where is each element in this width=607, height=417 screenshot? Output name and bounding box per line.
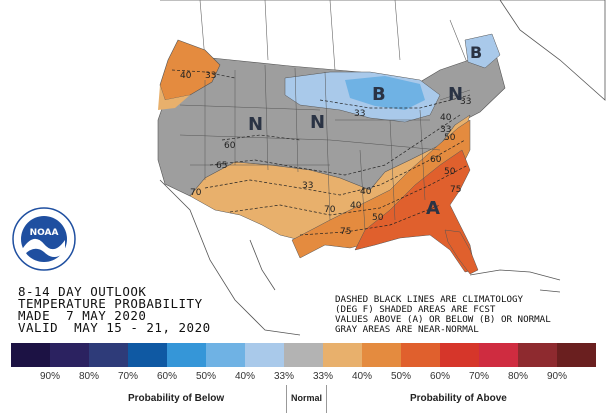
contour-label: 40	[440, 113, 452, 123]
climatology-contours	[171, 69, 471, 236]
contour-label: 33	[205, 71, 216, 81]
legend-tick-label: 80%	[507, 371, 528, 382]
legend-divider	[286, 385, 287, 413]
legend-tick-label: 40%	[351, 371, 372, 382]
legend-tick-label: 70%	[117, 371, 138, 382]
note-line: VALUES ABOVE (A) OR BELOW (B) OR NORMAL	[335, 314, 551, 325]
legend-ticks: 90% 80% 70% 60% 50% 40% 33% 33% 40% 50% 60% 70% 80% 9…	[11, 371, 596, 383]
valid-dates: VALID MAY 15 - 21, 2020	[18, 320, 211, 335]
svg-text:NOAA: NOAA	[30, 228, 59, 238]
contour-label: 40	[360, 187, 372, 197]
contour-label: 40	[350, 201, 362, 211]
contour-label: 33	[354, 109, 365, 119]
legend-swatch	[479, 343, 518, 367]
made-date: MADE 7 MAY 2020	[18, 308, 147, 323]
contour-label: 70	[190, 188, 202, 198]
contour-label: 40	[180, 71, 192, 81]
contour-label: 50	[444, 167, 456, 177]
contour-label: 50	[444, 133, 456, 143]
legend-swatch	[323, 343, 362, 367]
mexico-outline	[159, 179, 301, 336]
canada-border-lines	[199, 0, 471, 71]
outlook-title: 8-14 DAY OUTLOOK	[18, 284, 147, 299]
legend-tick-label: 60%	[429, 371, 450, 382]
legend-tick-label: 90%	[546, 371, 567, 382]
below-label: B	[372, 84, 386, 105]
legend-tick-label: 50%	[195, 371, 216, 382]
legend-swatch	[518, 343, 557, 367]
legend-swatch	[401, 343, 440, 367]
legend-swatch	[440, 343, 479, 367]
near-normal-label: N	[310, 112, 325, 133]
legend-tick-label: 60%	[156, 371, 177, 382]
legend-tick-label: 33%	[312, 371, 333, 382]
canada-outline	[160, 0, 606, 101]
below-greatlakes-core	[345, 76, 425, 110]
above-label: A	[426, 198, 440, 219]
legend-swatch	[206, 343, 245, 367]
legend-tick-label: 50%	[390, 371, 411, 382]
above-category-label: Probability of Above	[410, 393, 507, 404]
contour-label: 33	[460, 97, 471, 107]
above-northwest-edge	[158, 85, 190, 110]
contour-label: 50	[372, 213, 384, 223]
contour-label: 60	[430, 155, 442, 165]
legend-swatch	[245, 343, 284, 367]
caribbean-outline	[469, 269, 561, 293]
legend-swatch	[89, 343, 128, 367]
legend-color-bar	[11, 343, 596, 367]
above-southeast-50-region	[354, 149, 476, 273]
contour-label: 33	[440, 125, 451, 135]
noaa-logo: NOAA	[12, 207, 76, 271]
legend-swatch	[50, 343, 89, 367]
legend-tick-label: 33%	[273, 371, 294, 382]
legend-swatch	[167, 343, 206, 367]
near-normal-label: N	[248, 114, 263, 135]
note-line: DASHED BLACK LINES ARE CLIMATOLOGY	[335, 294, 524, 305]
legend-tick-label: 90%	[39, 371, 60, 382]
legend-swatch	[362, 343, 401, 367]
contour-label: 75	[340, 227, 351, 237]
legend-swatch	[128, 343, 167, 367]
legend-swatch	[284, 343, 323, 367]
contour-label: 75	[450, 185, 461, 195]
state-boundaries	[179, 64, 471, 231]
note-line: GRAY AREAS ARE NEAR-NORMAL	[335, 324, 479, 335]
normal-category-label: Normal	[291, 393, 323, 403]
legend-swatch	[11, 343, 50, 367]
legend-divider	[326, 385, 327, 413]
below-label: B	[470, 43, 482, 62]
contour-label: 65	[216, 161, 227, 171]
below-category-label: Probability of Below	[128, 393, 225, 404]
contour-label: 70	[324, 205, 336, 215]
contour-label: 60	[224, 141, 236, 151]
near-normal-label: N	[448, 84, 463, 105]
legend-tick-label: 80%	[78, 371, 99, 382]
legend-tick-label: 40%	[234, 371, 255, 382]
contour-label: 33	[302, 181, 313, 191]
legend-swatch	[557, 343, 596, 367]
legend-tick-label: 70%	[468, 371, 489, 382]
note-line: (DEG F) SHADED AREAS ARE FCST	[335, 304, 496, 315]
florida-peninsula	[444, 229, 479, 275]
outlook-subtitle: TEMPERATURE PROBABILITY	[18, 296, 203, 311]
below-maine-region	[464, 33, 501, 69]
